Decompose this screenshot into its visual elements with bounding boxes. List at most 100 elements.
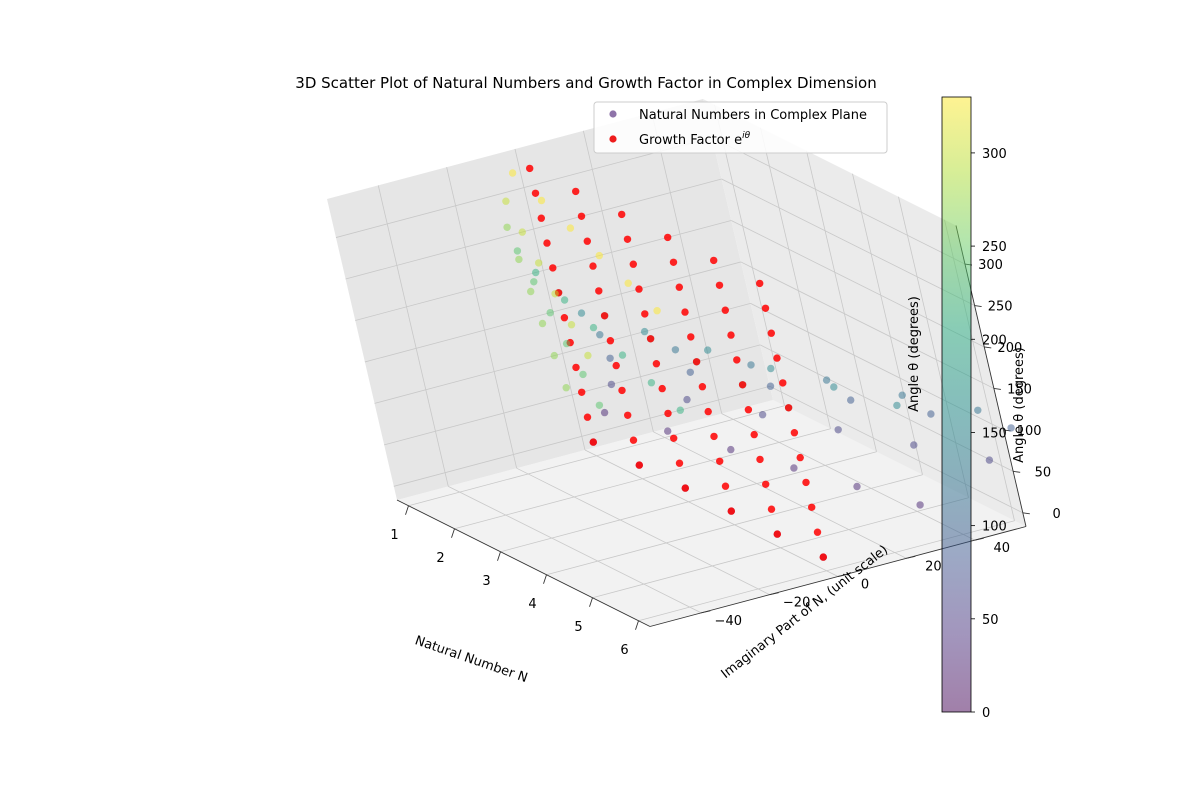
natural-number-point (538, 319, 547, 328)
natural-number-point (834, 426, 842, 434)
grid-line (516, 467, 770, 596)
natural-number-point (898, 391, 906, 399)
natural-number-point (530, 278, 538, 286)
growth-factor-point (531, 189, 540, 197)
natural-number-point (624, 279, 632, 287)
x-tick-mark (451, 528, 455, 538)
grid-line (653, 431, 907, 559)
growth-factor-point (756, 279, 764, 288)
growth-factor-point (578, 388, 586, 396)
colorbar-tick-label: 200 (982, 333, 1007, 348)
natural-number-point (683, 395, 691, 404)
x-tick-mark (635, 620, 639, 630)
x-tick-mark (497, 551, 501, 561)
z-tick-label: 0 (1053, 507, 1061, 522)
growth-factor-point (583, 237, 591, 245)
colorbar-tick-label: 100 (982, 520, 1007, 535)
growth-factor-point (675, 283, 683, 291)
natural-number-point (537, 196, 546, 205)
natural-number-point (847, 396, 855, 404)
growth-factor-point (664, 409, 672, 418)
natural-number-point (550, 351, 558, 360)
natural-number-point (508, 169, 517, 177)
natural-number-point (830, 383, 838, 391)
natural-number-point (607, 380, 616, 389)
growth-factor-point (623, 235, 632, 243)
growth-factor-point (618, 210, 626, 219)
growth-factor-point (664, 233, 672, 242)
y-tick-mark (906, 555, 916, 559)
y-tick-label: 40 (993, 541, 1010, 556)
growth-factor-point (802, 478, 810, 487)
colorbar-tick-label: 150 (982, 426, 1007, 441)
growth-factor-point (641, 310, 649, 318)
y-tick-label: −40 (715, 614, 742, 629)
grid-line (721, 413, 975, 541)
z-tick-mark (1013, 470, 1021, 473)
natural-number-point (790, 464, 798, 472)
growth-factor-point (727, 331, 735, 339)
growth-factor-point (589, 438, 597, 446)
growth-factor-point (710, 256, 718, 265)
growth-factor-point (819, 553, 827, 561)
grid-line (852, 173, 923, 475)
growth-factor-point (681, 308, 689, 316)
natural-number-point (566, 224, 575, 232)
natural-number-point (853, 482, 861, 491)
growth-factor-point (629, 436, 638, 444)
natural-number-point (584, 351, 592, 360)
z-tick-label: 250 (988, 300, 1013, 315)
growth-factor-point (750, 430, 758, 439)
natural-number-point (974, 406, 982, 414)
growth-factor-point (612, 361, 620, 370)
grid-line (584, 449, 839, 577)
natural-number-point (767, 364, 775, 373)
z-tick-mark (1022, 512, 1030, 515)
growth-factor-point (704, 407, 712, 416)
grid-line (446, 167, 518, 469)
grid-line (806, 150, 877, 452)
growth-factor-point (629, 260, 637, 268)
growth-factor-point (721, 482, 730, 490)
growth-factor-point (624, 411, 632, 419)
colorbar-tick-label: 250 (982, 240, 1007, 255)
growth-factor-point (773, 530, 781, 538)
growth-factor-point (738, 381, 747, 389)
natural-number-point (676, 406, 684, 414)
axis-ticks: 1 2 3 4 5 6 −40 −20 0 20 40 0 50 100 150 200 250 300 (390, 258, 1060, 658)
growth-factor-point (572, 363, 580, 372)
growth-factor-point (635, 285, 643, 293)
legend-label-natural-numbers: Natural Numbers in Complex Plane (639, 108, 867, 123)
growth-factor-point (675, 459, 684, 467)
natural-number-point (577, 309, 586, 317)
growth-factor-point (773, 354, 781, 362)
growth-factor-point (600, 312, 609, 320)
natural-number-point (567, 321, 576, 329)
y-tick-mark (837, 574, 848, 577)
z-tick-label: 300 (978, 258, 1003, 273)
natural-number-point (532, 268, 540, 277)
natural-number-point (927, 410, 935, 418)
natural-number-point (916, 501, 924, 509)
growth-factor-point (635, 461, 643, 469)
colorbar-gradient (942, 97, 971, 712)
growth-factor-point (767, 505, 776, 513)
growth-factor-point (762, 480, 770, 488)
chart-title: 3D Scatter Plot of Natural Numbers and G… (295, 74, 876, 92)
growth-factor-point (681, 484, 689, 492)
x-tick-mark (589, 597, 593, 607)
legend-marker-natural-numbers (609, 110, 617, 118)
x-tick-label: 4 (528, 597, 536, 612)
grid-line (714, 104, 785, 406)
z-tick-mark (974, 305, 982, 307)
natural-number-point (647, 379, 656, 387)
natural-number-point (910, 441, 918, 449)
x-tick-label: 6 (620, 643, 628, 658)
natural-number-point (535, 259, 543, 267)
natural-number-point (551, 290, 559, 298)
y-tick-mark (974, 537, 984, 541)
growth-factor-point (549, 264, 557, 272)
x-tick-label: 2 (436, 551, 444, 566)
growth-factor-point (721, 306, 729, 314)
